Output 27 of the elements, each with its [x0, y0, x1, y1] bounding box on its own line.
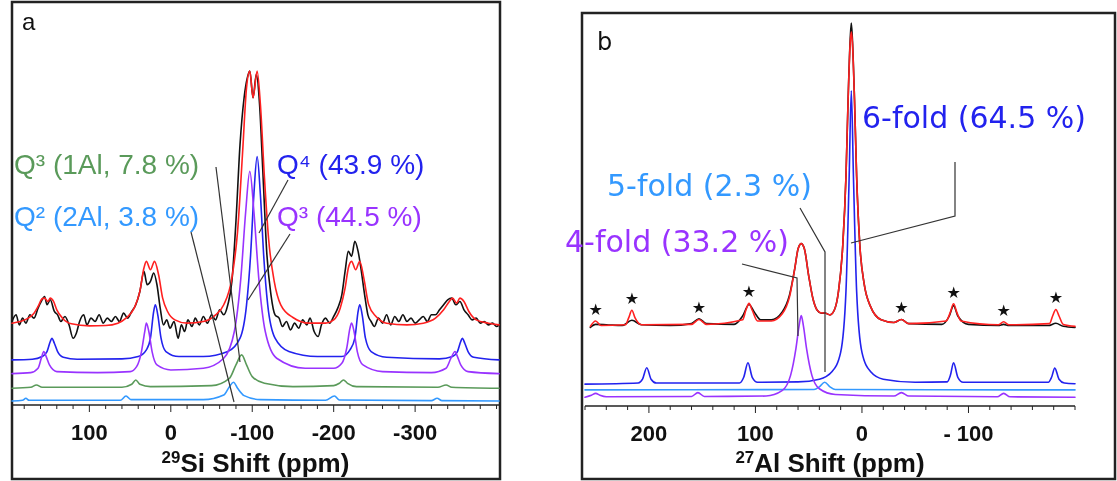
annotation: ★ [741, 282, 757, 302]
annotation: ★ [691, 298, 707, 318]
annotation: ★ [996, 300, 1011, 320]
x-tick-label: 0 [855, 421, 869, 446]
x-tick-label: -200 [311, 420, 356, 445]
annotation: ★ [1048, 288, 1063, 308]
annotation: ★ [588, 299, 603, 319]
text: Q² (2Al, 3.8 %) [14, 201, 200, 232]
series-label: Q³ (44.5 %) [277, 201, 422, 232]
x-tick-label: 100 [71, 420, 108, 445]
annotation: ★ [624, 289, 640, 309]
x-tick-label: 0 [164, 420, 177, 445]
x-axis-title: $^{27}$Al Shift (ppm) [735, 447, 925, 478]
x-tick-label: 100 [737, 421, 774, 446]
series-label: 6-fold (64.5 %) [862, 100, 1086, 135]
x-tick-label: -100 [230, 420, 275, 445]
series-label: Q⁴ (43.9 %) [277, 149, 425, 180]
text: 5-fold (2.3 %) [607, 168, 812, 203]
x-tick-label: 200 [630, 421, 668, 446]
annotation: ★ [894, 298, 909, 318]
chart-title: a [22, 8, 36, 35]
x-tick-label: - 100 [943, 421, 994, 446]
x-tick-label: -300 [393, 420, 438, 445]
annotation: ★ [946, 282, 961, 302]
chart-title: b [597, 28, 613, 56]
x-axis-title: $^{29}$Si Shift (ppm) [161, 447, 350, 478]
text: Q³ (1Al, 7.8 %) [14, 149, 200, 180]
